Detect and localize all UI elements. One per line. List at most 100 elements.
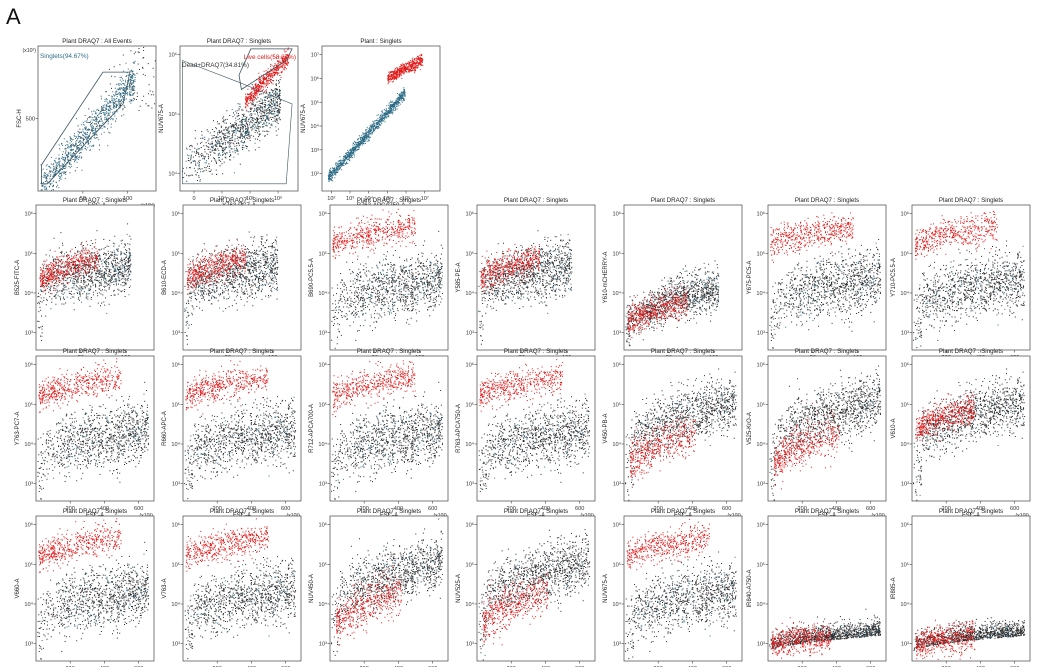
scatter-panel-2: Plant DRAQ7 : Singlets Live cells(58.27%)… <box>159 38 299 209</box>
x-tick-label: 10⁶ <box>402 195 411 202</box>
x-tick-label: 10⁴ <box>364 195 373 202</box>
panel-title: Plant DRAQ7 : Singlets <box>939 197 1003 204</box>
y-tick-label: 10³ <box>466 331 474 337</box>
y-tick-label: 10³ <box>25 482 33 488</box>
y-tick-label: 10³ <box>466 482 474 488</box>
x-tick-label: 400 <box>247 506 256 512</box>
panel-title: Plant DRAQ7 : Singlets <box>63 348 127 355</box>
x-tick-label: 200 <box>360 506 369 512</box>
y-tick-label: 10⁶ <box>756 211 765 218</box>
y-tick-label: 10⁷ <box>311 52 319 59</box>
y-tick-label: 10⁵ <box>318 401 327 408</box>
y-axis-label: Y585-PE-A <box>456 262 462 292</box>
scatter-panel-8: Plant DRAQ7 : Singlets5010010³10⁴10⁵10⁶F… <box>603 197 743 368</box>
y-tick-label: 10⁴ <box>900 290 909 297</box>
y-tick-label: 10⁵ <box>612 250 621 257</box>
event-dots <box>770 212 854 263</box>
gate-label-secondary: Dead+DRAQ7(34.81%) <box>182 62 249 69</box>
y-axis-label: Y763-PC7-A <box>15 412 21 446</box>
event-dots <box>335 566 402 646</box>
y-axis-label: R660-APC-A <box>162 411 168 446</box>
y-tick-label: 10⁴ <box>24 601 33 608</box>
y-axis-label: V450-PB-A <box>603 413 609 443</box>
y-tick-label: 10⁵ <box>171 401 180 408</box>
y-tick-label: 10⁵ <box>900 250 909 257</box>
y-tick-label: 10⁶ <box>171 211 180 218</box>
y-tick-label: 10⁵ <box>24 561 33 568</box>
panel-title: Plant DRAQ7 : Singlets <box>504 197 568 204</box>
event-dots <box>185 360 269 415</box>
y-tick-label: 10³ <box>613 331 621 337</box>
y-tick-label: 10⁶ <box>756 522 765 529</box>
x-tick-label: 600 <box>722 506 731 512</box>
y-tick-label: 10⁴ <box>168 171 177 178</box>
y-tick-label: 10⁴ <box>756 601 765 608</box>
scatter-panel-5: Plant DRAQ7 : Singlets5010010³10⁴10⁵10⁶F… <box>162 197 302 368</box>
scatter-panel-9: Plant DRAQ7 : Singlets5010010³10⁴10⁵10⁶F… <box>747 197 887 368</box>
scatter-panel-3: Plant : Singlets 10² 10³ 10⁴ 10⁵ 10⁶ 10⁷ 10² 10³… <box>301 38 441 209</box>
panel-title: Plant DRAQ7 : Singlets <box>504 508 568 515</box>
panel-title: Plant DRAQ7 : Singlets <box>651 508 715 515</box>
y-tick-label: 10⁶ <box>465 211 474 218</box>
event-dots <box>332 360 416 417</box>
y-tick-label: 10³ <box>172 642 180 648</box>
singlets-gate <box>41 71 131 185</box>
y-tick-label: 10⁵ <box>756 401 765 408</box>
y-tick-label: 10⁶ <box>168 52 177 59</box>
y-tick-label: 10⁵ <box>465 401 474 408</box>
y-tick-label: 10⁶ <box>24 211 33 218</box>
x-tick-label: 200 <box>213 506 222 512</box>
y-tick-label: 10⁴ <box>756 441 765 448</box>
event-dots <box>915 619 976 660</box>
x-tick-label: 10⁵ <box>246 195 255 202</box>
y-tick-label: 10³ <box>25 642 33 648</box>
y-tick-label: 10⁴ <box>24 441 33 448</box>
event-dots <box>185 518 269 572</box>
y-axis-label: V525-KrO-A <box>747 412 753 445</box>
event-dots <box>913 368 1026 501</box>
event-dots <box>39 239 100 296</box>
x-tick-label: 200 <box>798 506 807 512</box>
y-tick-label: 10⁶ <box>310 75 319 82</box>
y-axis-label: NUV675-A <box>159 104 165 133</box>
y-axis-label: B525-FITC-A <box>15 260 21 295</box>
x-tick-label: 200 <box>942 506 951 512</box>
y-tick-label: 10⁵ <box>756 561 765 568</box>
y-axis-label: R712-APCA700-A <box>309 404 315 453</box>
y-tick-label: 10⁴ <box>318 290 327 297</box>
y-tick-label: 10³ <box>319 331 327 337</box>
y-tick-label: 10⁶ <box>318 522 327 529</box>
panel-title: Plant DRAQ7 : Singlets <box>651 348 715 355</box>
y-axis-label: R763-APCA750-A <box>456 404 462 453</box>
y-tick-label: 10⁵ <box>900 561 909 568</box>
y-tick-label: 10⁶ <box>612 362 621 369</box>
plot-frame <box>35 204 155 351</box>
y-tick-label: 10⁵ <box>24 250 33 257</box>
plot-frame <box>623 355 743 502</box>
y-tick-label: 10⁶ <box>24 362 33 369</box>
y-tick-label: 10⁵ <box>24 401 33 408</box>
panel-title: Plant DRAQ7 : Singlets <box>795 508 859 515</box>
y-tick-label: 10⁴ <box>171 601 180 608</box>
event-dots <box>773 402 840 490</box>
panel-title: Plant DRAQ7 : Singlets <box>207 38 271 45</box>
x-tick-label: 50 <box>80 196 86 202</box>
y-tick-label: 10⁶ <box>612 522 621 529</box>
y-tick-label: 10⁴ <box>310 123 319 130</box>
panel-title: Plant DRAQ7 : Singlets <box>63 508 127 515</box>
panel-title: Plant DRAQ7 : Singlets <box>504 348 568 355</box>
event-dots <box>769 365 882 501</box>
y-tick-label: 10⁵ <box>756 250 765 257</box>
event-dots <box>773 619 880 649</box>
event-dots <box>627 283 688 340</box>
x-tick-label: 400 <box>832 506 841 512</box>
scatter-panel-6: Plant DRAQ7 : Singlets5010010³10⁴10⁵10⁶F… <box>309 197 449 368</box>
panel-letter: A <box>6 4 21 29</box>
y-axis-label: Y610-mCHERRY-A <box>603 252 609 304</box>
event-dots <box>771 617 832 659</box>
y-tick-label: 10³ <box>613 642 621 648</box>
